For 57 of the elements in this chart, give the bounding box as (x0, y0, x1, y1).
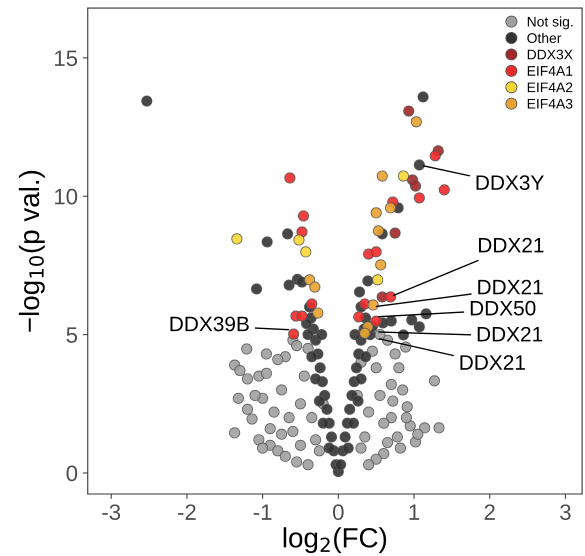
point (306, 298, 318, 310)
point (309, 281, 320, 293)
point (403, 105, 414, 117)
x-tick-label: 2 (484, 504, 495, 520)
point (390, 227, 401, 239)
point (410, 116, 422, 128)
annotation: DDX21 (460, 355, 525, 370)
annotation: DDX21 (478, 280, 543, 294)
point (300, 246, 312, 258)
point (284, 172, 296, 184)
point (304, 274, 316, 286)
legend-label: Not sig. (528, 16, 572, 30)
point (414, 192, 425, 204)
x-tick-label: 3 (560, 504, 571, 520)
annotation: DDX39B (170, 316, 249, 332)
legend-label: EIF4A1 (528, 66, 572, 76)
y-tick-label: 0 (66, 466, 78, 482)
point (370, 207, 382, 218)
point (372, 225, 384, 236)
x-tick-label: -3 (102, 504, 120, 520)
point (372, 274, 384, 286)
x-tick-label: -2 (178, 504, 196, 520)
legend-label: DDX3X (528, 50, 573, 60)
point (398, 170, 409, 182)
x-axis-title: log$_{2}$(FC) (284, 527, 386, 554)
y-tick-label: 10 (55, 188, 78, 205)
y-tick-label: 15 (55, 50, 78, 66)
point (384, 202, 396, 214)
point (370, 246, 382, 258)
legend-label: EIF4A2 (528, 82, 572, 92)
x-tick-label: -1 (254, 504, 272, 520)
annotation: DDX21 (479, 238, 544, 252)
point (438, 184, 450, 196)
point (370, 315, 382, 327)
annotation: DDX50 (470, 300, 536, 316)
point (359, 328, 370, 339)
point (368, 299, 379, 311)
legend-label: Other (527, 32, 562, 44)
point (296, 310, 308, 322)
x-tick-label: 1 (410, 504, 420, 520)
point (312, 307, 324, 319)
point (410, 180, 422, 192)
point (384, 291, 396, 303)
point (375, 259, 386, 270)
point (430, 150, 441, 162)
y-tick-label: 5 (66, 327, 78, 343)
annotation: DDX21 (478, 326, 542, 342)
point (353, 311, 364, 322)
point (288, 328, 300, 340)
point (298, 210, 310, 222)
point (231, 233, 242, 244)
legend-label: EIF4A3 (528, 98, 572, 109)
annotation: DDX3Y (476, 175, 544, 190)
y-axis-title: −log$_{10}$(p val.) (18, 170, 45, 332)
point (376, 170, 388, 182)
x-tick-label: 0 (333, 504, 344, 520)
point (293, 234, 305, 246)
